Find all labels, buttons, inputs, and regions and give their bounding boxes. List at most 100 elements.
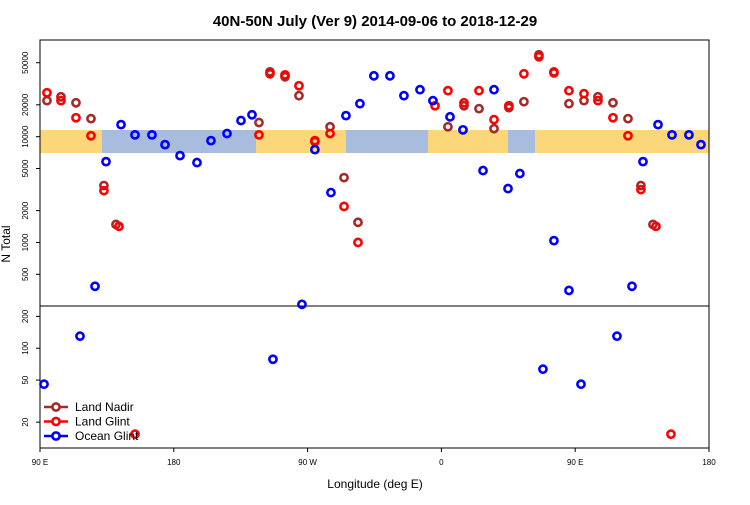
data-point bbox=[206, 135, 216, 146]
data-point bbox=[627, 281, 637, 292]
data-point bbox=[339, 172, 349, 183]
data-point bbox=[56, 95, 66, 106]
data-point bbox=[428, 95, 438, 106]
legend-marker bbox=[51, 431, 61, 441]
data-point bbox=[519, 68, 529, 79]
y-tick-label: 50000 bbox=[21, 51, 30, 74]
land-band bbox=[256, 130, 346, 153]
data-point bbox=[326, 187, 336, 198]
data-point bbox=[443, 85, 453, 96]
data-point bbox=[236, 115, 246, 126]
data-point bbox=[341, 110, 351, 121]
data-point bbox=[369, 70, 379, 81]
data-point bbox=[254, 117, 264, 128]
data-point bbox=[445, 111, 455, 122]
x-tick-label: 180 bbox=[702, 458, 716, 467]
y-tick-label: 20000 bbox=[21, 93, 30, 116]
y-tick-label: 5000 bbox=[21, 159, 30, 177]
y-tick-label: 100 bbox=[21, 341, 30, 355]
data-point bbox=[443, 121, 453, 132]
y-tick-label: 50 bbox=[21, 375, 30, 384]
data-point bbox=[514, 168, 525, 179]
data-point bbox=[564, 85, 574, 96]
data-point bbox=[192, 157, 202, 168]
x-tick-label: 180 bbox=[167, 458, 181, 467]
data-point bbox=[666, 429, 676, 440]
data-point bbox=[130, 429, 140, 440]
data-point bbox=[534, 51, 544, 62]
y-tick-label: 10000 bbox=[21, 125, 30, 148]
data-point bbox=[309, 135, 320, 146]
chart-title: 40N-50N July (Ver 9) 2014-09-06 to 2018-… bbox=[213, 13, 537, 30]
data-point bbox=[458, 124, 468, 135]
data-point bbox=[636, 184, 646, 195]
data-point bbox=[519, 96, 529, 107]
data-point bbox=[353, 237, 363, 248]
data-point bbox=[42, 95, 52, 106]
data-point bbox=[114, 221, 124, 232]
data-point bbox=[90, 281, 100, 292]
data-point bbox=[294, 80, 304, 91]
y-tick-label: 200 bbox=[21, 309, 30, 323]
data-point bbox=[42, 87, 52, 98]
data-point bbox=[175, 150, 185, 161]
data-point bbox=[71, 112, 81, 123]
y-axis-label: N Total bbox=[0, 225, 13, 262]
land-band bbox=[535, 130, 709, 153]
data-point bbox=[222, 128, 232, 139]
data-point bbox=[99, 180, 109, 191]
data-point bbox=[56, 91, 66, 102]
data-point bbox=[638, 156, 648, 167]
data-point bbox=[564, 285, 574, 296]
x-tick-label: 90 W bbox=[298, 458, 317, 467]
legend-label: Ocean Glint bbox=[75, 429, 139, 443]
data-point bbox=[385, 70, 395, 81]
data-point bbox=[489, 114, 499, 125]
data-point bbox=[651, 221, 661, 232]
data-point bbox=[576, 379, 586, 390]
data-point bbox=[355, 98, 365, 109]
x-tick-label: 90 E bbox=[32, 458, 48, 467]
data-point bbox=[130, 129, 140, 140]
data-point bbox=[667, 129, 677, 140]
y-tick-label: 20 bbox=[21, 417, 30, 426]
legend-marker bbox=[51, 402, 61, 412]
data-point bbox=[294, 90, 304, 101]
data-point bbox=[623, 113, 633, 124]
data-point bbox=[503, 183, 513, 194]
plot-frame bbox=[39, 39, 710, 449]
data-point bbox=[579, 88, 589, 99]
data-point bbox=[503, 100, 514, 111]
data-point bbox=[265, 68, 275, 79]
data-point bbox=[86, 130, 96, 141]
data-point bbox=[254, 129, 264, 140]
data-point bbox=[147, 129, 157, 140]
data-point bbox=[684, 129, 694, 140]
data-point bbox=[101, 156, 111, 167]
data-point bbox=[325, 128, 335, 139]
data-point bbox=[353, 217, 363, 228]
data-point bbox=[75, 331, 85, 342]
land-band bbox=[428, 130, 508, 153]
data-point bbox=[696, 139, 706, 150]
data-point bbox=[608, 97, 618, 108]
data-point bbox=[474, 103, 484, 114]
legend-label: Land Nadir bbox=[75, 400, 134, 414]
y-tick-label: 1000 bbox=[21, 233, 30, 251]
data-point bbox=[160, 139, 170, 150]
data-point bbox=[564, 98, 574, 109]
x-axis-label: Longitude (deg E) bbox=[327, 477, 422, 491]
data-point bbox=[474, 85, 484, 96]
data-point bbox=[339, 201, 349, 212]
data-point bbox=[280, 69, 290, 80]
x-tick-label: 90 E bbox=[567, 458, 583, 467]
data-point bbox=[489, 84, 499, 95]
data-point bbox=[415, 84, 425, 95]
data-point bbox=[268, 354, 278, 365]
data-point bbox=[247, 109, 257, 120]
data-point bbox=[623, 130, 633, 141]
data-point bbox=[309, 144, 320, 155]
data-point bbox=[86, 113, 96, 124]
x-tick-label: 0 bbox=[439, 458, 444, 467]
data-point bbox=[653, 119, 663, 130]
